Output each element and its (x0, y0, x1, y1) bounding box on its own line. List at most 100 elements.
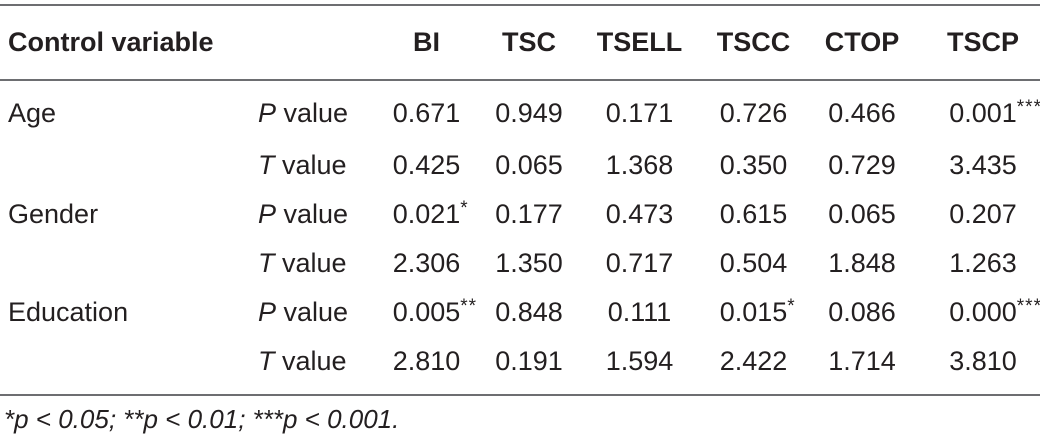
cell-value: 1.350 (495, 248, 563, 278)
header-row: Control variable BI TSC TSELL TSCC CTOP … (0, 6, 1040, 79)
cell-number-wrap: 0.171 (606, 98, 674, 129)
cell-number: 0.949 (495, 97, 563, 128)
row-label-age: Age (8, 97, 57, 128)
table-body: Age P value 0.671 0.949 0.171 0.726 0.46… (0, 79, 1040, 386)
header-control-variable: Control variable (8, 27, 214, 57)
stat-word: value (276, 199, 349, 229)
cell-number-wrap: 0.065 (828, 199, 896, 230)
cell-value: 1.848 (828, 248, 896, 278)
cell-value: 0.425 (392, 150, 461, 180)
stat-word: value (276, 97, 349, 128)
stat-word: value (274, 346, 347, 376)
cell-value: 0.191 (495, 346, 563, 376)
cell-value: 0.504 (719, 248, 788, 278)
cell-number-wrap: 0.021 * (392, 198, 468, 230)
cell-value: 0.207 (918, 190, 1040, 239)
table-header-rule (0, 79, 1040, 81)
cell-number-wrap: 0.086 (828, 297, 896, 328)
cell-value: 0.065 (495, 150, 563, 180)
cell-number-wrap: 0.466 (828, 98, 896, 129)
row-label-empty (0, 337, 258, 386)
stat-letter: P (258, 199, 277, 229)
stat-word: value (276, 297, 349, 327)
cell-value: 2.810 (392, 346, 461, 376)
cell-number-wrap: 0.671 (393, 98, 461, 129)
cell-value: 0.111 (578, 288, 701, 337)
table-row-education-t: T value 2.810 0.191 1.594 2.422 1.714 3.… (0, 337, 1040, 386)
cell-value: 0.671 (373, 79, 480, 141)
stat-label-p: P value (258, 79, 373, 141)
stat-letter: T (258, 248, 275, 278)
cell-number-wrap: 0.615 (720, 199, 788, 230)
cell-value: 0.000 *** (918, 288, 1040, 337)
header-bi: BI (413, 27, 440, 57)
stat-letter: P (258, 297, 277, 327)
cell-value: 0.005 ** (373, 288, 480, 337)
cell-value: 0.086 (806, 288, 918, 337)
cell-value: 0.001 *** (918, 79, 1040, 141)
table-header: Control variable BI TSC TSELL TSCC CTOP … (0, 6, 1040, 79)
table-footnote: *p < 0.05; **p < 0.01; ***p < 0.001. (4, 404, 400, 434)
header-tsc: TSC (502, 27, 556, 57)
cell-value: 0.466 (806, 79, 918, 141)
cell-number-wrap: 0.726 (720, 98, 788, 129)
cell-number-wrap: 0.473 (606, 199, 674, 230)
cell-value: 0.729 (828, 150, 896, 180)
cell-value: 3.810 (949, 346, 1017, 376)
cell-value: 0.848 (480, 288, 578, 337)
stat-letter: T (258, 150, 275, 180)
header-tscp: TSCP (946, 27, 1019, 57)
cell-value: 0.949 (480, 79, 578, 141)
significance-stars: ** (460, 296, 478, 317)
cell-number-wrap: 0.001 *** (949, 97, 1040, 129)
table-bottom-rule (0, 394, 1040, 396)
significance-stars: *** (1016, 296, 1040, 317)
cell-value: 1.263 (949, 248, 1017, 278)
table-top-rule (0, 4, 1040, 6)
stat-label-p: P value (258, 288, 373, 337)
significance-stars: * (460, 198, 469, 219)
cell-number: 0.015 (719, 297, 788, 327)
cell-value: 1.714 (828, 346, 896, 376)
cell-value: 1.594 (605, 346, 674, 376)
cell-number: 0.065 (828, 199, 896, 229)
stat-word: value (274, 150, 347, 180)
cell-number: 0.171 (605, 97, 674, 128)
cell-number: 0.726 (719, 97, 788, 128)
table-row-gender-p: Gender P value 0.021 * 0.177 0.473 0.615 … (0, 190, 1040, 239)
row-label-education: Education (8, 297, 129, 327)
header-tsell: TSELL (596, 27, 683, 57)
stat-label-p: P value (258, 190, 373, 239)
cell-number-wrap: 0.177 (495, 199, 563, 230)
cell-value: 0.726 (701, 79, 806, 141)
cell-number: 0.615 (719, 199, 788, 229)
cell-number: 0.001 (949, 97, 1017, 128)
header-statistic (258, 6, 373, 79)
cell-number-wrap: 0.111 (608, 297, 672, 328)
cell-value: 0.065 (806, 190, 918, 239)
cell-value: 0.473 (578, 190, 701, 239)
stat-letter: P (258, 97, 277, 128)
cell-number: 0.111 (607, 297, 672, 327)
cell-number: 0.207 (949, 199, 1017, 229)
row-label-empty (0, 141, 258, 190)
stat-letter: T (258, 346, 275, 376)
cell-value: 1.368 (605, 150, 674, 180)
cell-value: 0.177 (480, 190, 578, 239)
cell-number-wrap: 0.949 (495, 98, 563, 129)
stat-label-t: T value (258, 239, 373, 288)
cell-number-wrap: 0.000 *** (949, 296, 1040, 328)
cell-number: 0.671 (392, 97, 461, 128)
table-row-age-t: T value 0.425 0.065 1.368 0.350 0.729 3.… (0, 141, 1040, 190)
cell-number-wrap: 0.207 (949, 199, 1017, 230)
cell-value: 0.350 (719, 150, 788, 180)
header-tscc: TSCC (716, 27, 791, 57)
table-row-gender-t: T value 2.306 1.350 0.717 0.504 1.848 1.… (0, 239, 1040, 288)
row-label-gender: Gender (8, 199, 99, 229)
cell-number-wrap: 0.005 ** (393, 296, 476, 328)
table-row-education-p: Education P value 0.005 ** 0.848 0.111 0.… (0, 288, 1040, 337)
cell-number: 0.086 (828, 297, 896, 327)
cell-value: 2.422 (719, 346, 788, 376)
cell-number: 0.021 (392, 199, 461, 229)
cell-number: 0.000 (949, 297, 1017, 327)
